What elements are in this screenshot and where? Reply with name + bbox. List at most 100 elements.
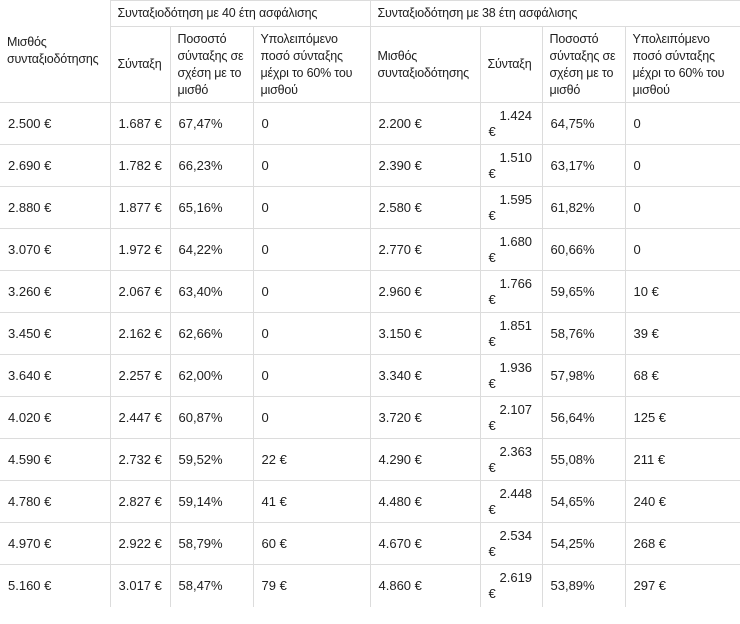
euro-sign: € [488,501,496,517]
cell-remaining-38: 240 € [624,480,740,523]
cell-pension-40: 1.877 € [109,186,171,229]
cell-pension-40: 1.972 € [109,228,171,271]
table-row: 5.160 €3.017 €58,47% 79 €4.860 €2.619 €53,… [0,564,740,607]
cell-remaining-40: 0 [252,228,371,271]
cell-remaining-40: 0 [252,102,371,145]
euro-sign: € [488,543,496,559]
pension-amount: 2.448 [499,485,533,501]
cell-pension-38: 1.766 € [479,270,543,313]
cell-remaining-40: 0 [252,312,371,355]
cell-percent-38: 54,25% [541,522,626,565]
cell-pension-40: 3.017 € [109,564,171,607]
cell-salary-40: 2.880 € [0,186,111,229]
cell-remaining-40: 0 [252,396,371,439]
pension-amount: 2.534 [499,527,533,543]
euro-sign: € [488,333,496,349]
cell-percent-40: 62,00% [169,354,254,397]
cell-percent-38: 54,65% [541,480,626,523]
cell-percent-40: 59,52% [169,438,254,481]
cell-salary-38: 4.290 € [369,438,481,481]
pension-amount: 2.107 [499,401,533,417]
euro-sign: € [488,459,496,475]
cell-salary-38: 4.860 € [369,564,481,607]
header-remaining-38: Υπολειπόμενο ποσό σύνταξης μέχρι το 60% … [624,26,740,103]
cell-salary-38: 2.770 € [369,228,481,271]
cell-percent-40: 58,79% [169,522,254,565]
cell-remaining-38: 68 € [624,354,740,397]
header-percent-40: Ποσοστό σύνταξης σε σχέση με το μισθό [169,26,254,103]
table-row: 4.020 €2.447 €60,87% 0 3.720 €2.107 €56,64%… [0,396,740,439]
cell-salary-38: 3.150 € [369,312,481,355]
cell-percent-38: 60,66% [541,228,626,271]
cell-remaining-40: 0 [252,186,371,229]
pension-amount: 1.851 [499,317,533,333]
cell-percent-38: 55,08% [541,438,626,481]
cell-percent-40: 58,47% [169,564,254,607]
cell-pension-40: 2.827 € [109,480,171,523]
cell-salary-38: 2.960 € [369,270,481,313]
group-header-row: Μισθός συνταξιοδότησης Συνταξιοδότηση με… [0,0,740,103]
header-salary-38: Μισθός συνταξιοδότησης [369,26,481,103]
cell-remaining-38: 39 € [624,312,740,355]
cell-pension-38: 1.680 € [479,228,543,271]
cell-remaining-38: 297 € [624,564,740,607]
cell-salary-38: 3.720 € [369,396,481,439]
cell-remaining-38: 0 [624,186,740,229]
pension-amount: 1.595 [499,191,533,207]
cell-remaining-38: 0 [624,102,740,145]
cell-pension-38: 2.107 € [479,396,543,439]
cell-pension-40: 2.067 € [109,270,171,313]
cell-percent-40: 67,47% [169,102,254,145]
cell-remaining-40: 79 € [252,564,371,607]
header-salary-40: Μισθός συνταξιοδότησης [0,0,111,103]
cell-pension-38: 1.851 € [479,312,543,355]
table-row: 3.640 €2.257 €62,00% 0 3.340 €1.936 €57,98%… [0,354,740,397]
cell-salary-40: 2.690 € [0,144,111,187]
cell-pension-38: 2.534 € [479,522,543,565]
cell-pension-38: 1.510 € [479,144,543,187]
cell-salary-38: 2.580 € [369,186,481,229]
cell-pension-40: 1.782 € [109,144,171,187]
cell-percent-38: 64,75% [541,102,626,145]
table-row: 3.260 €2.067 €63,40% 0 2.960 €1.766 €59,65%… [0,270,740,313]
cell-remaining-40: 0 [252,354,371,397]
cell-percent-38: 61,82% [541,186,626,229]
cell-remaining-38: 0 [624,144,740,187]
cell-remaining-38: 211 € [624,438,740,481]
cell-remaining-40: 0 [252,144,371,187]
cell-remaining-38: 10 € [624,270,740,313]
euro-sign: € [488,375,496,391]
pension-amount: 2.363 [499,443,533,459]
cell-percent-40: 65,16% [169,186,254,229]
euro-sign: € [488,291,496,307]
euro-sign: € [488,123,496,139]
cell-remaining-40: 60 € [252,522,371,565]
cell-percent-38: 57,98% [541,354,626,397]
cell-salary-40: 3.640 € [0,354,111,397]
cell-remaining-38: 125 € [624,396,740,439]
cell-remaining-38: 0 [624,228,740,271]
pension-amount: 2.619 [499,569,533,585]
cell-percent-38: 56,64% [541,396,626,439]
table-body: 2.500 €1.687 €67,47% 0 2.200 €1.424 €64,75%… [0,102,740,607]
cell-remaining-38: 268 € [624,522,740,565]
euro-sign: € [488,585,496,601]
pension-amount: 1.510 [499,149,533,165]
cell-percent-40: 60,87% [169,396,254,439]
cell-percent-40: 59,14% [169,480,254,523]
cell-percent-38: 59,65% [541,270,626,313]
euro-sign: € [488,207,496,223]
cell-pension-40: 1.687 € [109,102,171,145]
cell-pension-38: 1.595 € [479,186,543,229]
cell-pension-38: 2.448 € [479,480,543,523]
cell-salary-40: 4.780 € [0,480,111,523]
cell-pension-40: 2.162 € [109,312,171,355]
cell-pension-38: 2.363 € [479,438,543,481]
cell-remaining-40: 22 € [252,438,371,481]
cell-salary-40: 4.970 € [0,522,111,565]
pension-amount: 1.936 [499,359,533,375]
cell-pension-38: 2.619 € [479,564,543,607]
euro-sign: € [488,417,496,433]
cell-salary-38: 2.200 € [369,102,481,145]
cell-pension-38: 1.936 € [479,354,543,397]
